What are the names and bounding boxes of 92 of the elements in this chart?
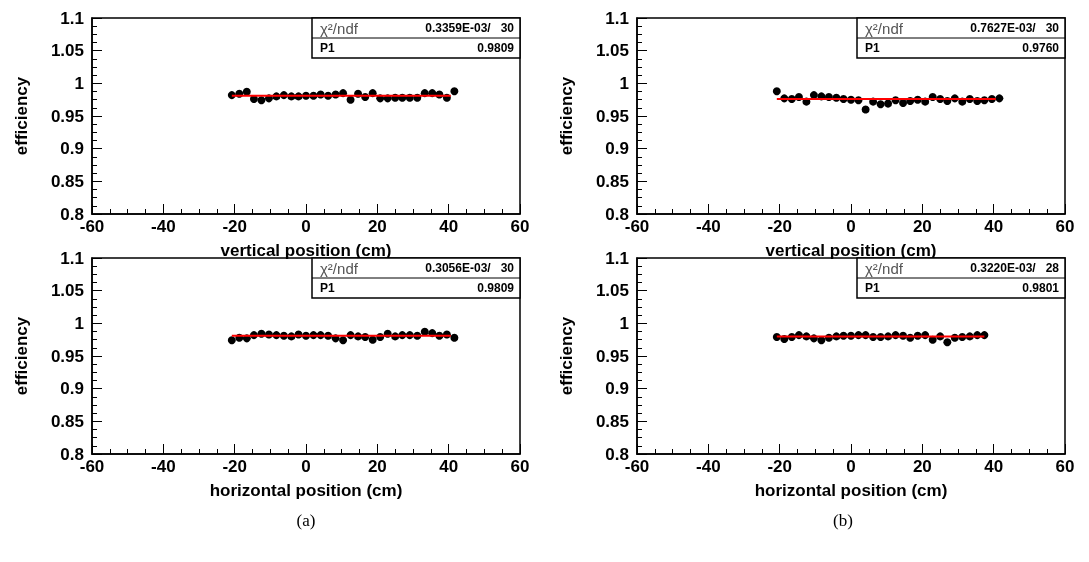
y-tick-label: 0.9 — [60, 379, 84, 399]
point — [884, 99, 893, 108]
annotation: P1 — [320, 281, 335, 295]
annotation: χ²/ndf — [320, 259, 359, 277]
point — [450, 87, 459, 96]
point — [339, 336, 348, 345]
point — [420, 327, 429, 336]
annotation: P1 — [320, 41, 335, 55]
x-tick-label: 0 — [846, 457, 856, 476]
annotation: P1 — [865, 41, 880, 55]
y-tick-label: 0.8 — [60, 444, 84, 464]
annotation: 0.3056E-03/ 30 — [425, 261, 515, 275]
point — [257, 96, 266, 105]
point — [876, 100, 885, 109]
y-tick-label: 1.05 — [50, 41, 84, 61]
y-tick-label: 0.9 — [60, 139, 84, 159]
annotation: 0.9809 — [477, 281, 515, 295]
point — [450, 333, 459, 342]
y-tick-label: 1.05 — [595, 41, 629, 61]
x-tick-label: 60 — [1055, 217, 1075, 236]
x-axis-title: vertical position (cm) — [765, 241, 937, 260]
y-tick-label: 0.8 — [605, 204, 629, 224]
y-tick-label: 1.05 — [595, 281, 629, 301]
x-tick-label: 40 — [984, 457, 1004, 476]
y-tick-label: 0.85 — [595, 171, 629, 191]
y-tick-label: 0.9 — [605, 139, 629, 159]
y-axis-title: efficiency — [12, 76, 31, 156]
point — [817, 336, 826, 345]
x-tick-label: -20 — [222, 217, 247, 236]
y-tick-label: 0.85 — [50, 171, 84, 191]
x-tick-label: 20 — [912, 217, 932, 236]
x-tick-label: 0 — [846, 217, 856, 236]
point — [995, 94, 1004, 103]
x-tick-label: 20 — [367, 457, 387, 476]
y-tick-label: 1.1 — [605, 248, 629, 268]
x-tick-label: -40 — [696, 457, 721, 476]
x-tick-label: 40 — [439, 457, 459, 476]
y-tick-label: 0.9 — [605, 379, 629, 399]
y-tick-label: 1 — [74, 313, 84, 333]
point — [861, 105, 870, 114]
annotation: 0.7627E-03/ 30 — [970, 21, 1060, 35]
y-tick-label: 0.95 — [595, 346, 629, 366]
x-tick-label: 60 — [1055, 457, 1075, 476]
annotation: 0.3220E-03/ 28 — [970, 261, 1060, 275]
x-axis-title: horizontal position (cm) — [209, 481, 403, 500]
x-tick-label: 20 — [912, 457, 932, 476]
point — [772, 87, 781, 96]
x-tick-label: 40 — [984, 217, 1004, 236]
x-axis-title: vertical position (cm) — [220, 241, 392, 260]
y-tick-label: 1.1 — [60, 8, 84, 28]
y-tick-label: 1 — [619, 313, 629, 333]
x-tick-label: 60 — [510, 217, 530, 236]
x-tick-label: -20 — [222, 457, 247, 476]
x-tick-label: 60 — [510, 457, 530, 476]
point — [943, 338, 952, 347]
y-axis-title: efficiency — [12, 316, 31, 396]
annotation: 0.9760 — [1022, 41, 1060, 55]
y-tick-label: 1.05 — [50, 281, 84, 301]
y-tick-label: 0.85 — [50, 411, 84, 431]
annotation: 0.3359E-03/ 30 — [425, 21, 515, 35]
y-tick-label: 1.1 — [605, 8, 629, 28]
annotation: χ²/ndf — [865, 19, 904, 37]
x-tick-label: -40 — [151, 217, 176, 236]
point — [242, 87, 251, 96]
annotation: 0.9809 — [477, 41, 515, 55]
x-tick-label: 20 — [367, 217, 387, 236]
y-axis-title: efficiency — [557, 76, 576, 156]
annotation: P1 — [865, 281, 880, 295]
annotation: χ²/ndf — [320, 19, 359, 37]
x-tick-label: -40 — [696, 217, 721, 236]
y-tick-label: 1 — [74, 73, 84, 93]
y-tick-label: 0.95 — [50, 106, 84, 126]
annotation: 0.9801 — [1022, 281, 1060, 295]
x-tick-label: 40 — [439, 217, 459, 236]
y-tick-label: 0.8 — [60, 204, 84, 224]
y-tick-label: 0.95 — [595, 106, 629, 126]
x-axis-title: horizontal position (cm) — [754, 481, 948, 500]
x-tick-label: -20 — [767, 217, 792, 236]
point — [227, 336, 236, 345]
y-tick-label: 1 — [619, 73, 629, 93]
y-axis-title: efficiency — [557, 316, 576, 396]
text: (b) — [833, 510, 853, 530]
text: (a) — [296, 510, 316, 530]
y-tick-label: 0.8 — [605, 444, 629, 464]
x-tick-label: 0 — [301, 457, 311, 476]
annotation: χ²/ndf — [865, 259, 904, 277]
y-tick-label: 0.85 — [595, 411, 629, 431]
x-tick-label: -40 — [151, 457, 176, 476]
y-tick-label: 1.1 — [60, 248, 84, 268]
x-tick-label: 0 — [301, 217, 311, 236]
x-tick-label: -20 — [767, 457, 792, 476]
y-tick-label: 0.95 — [50, 346, 84, 366]
